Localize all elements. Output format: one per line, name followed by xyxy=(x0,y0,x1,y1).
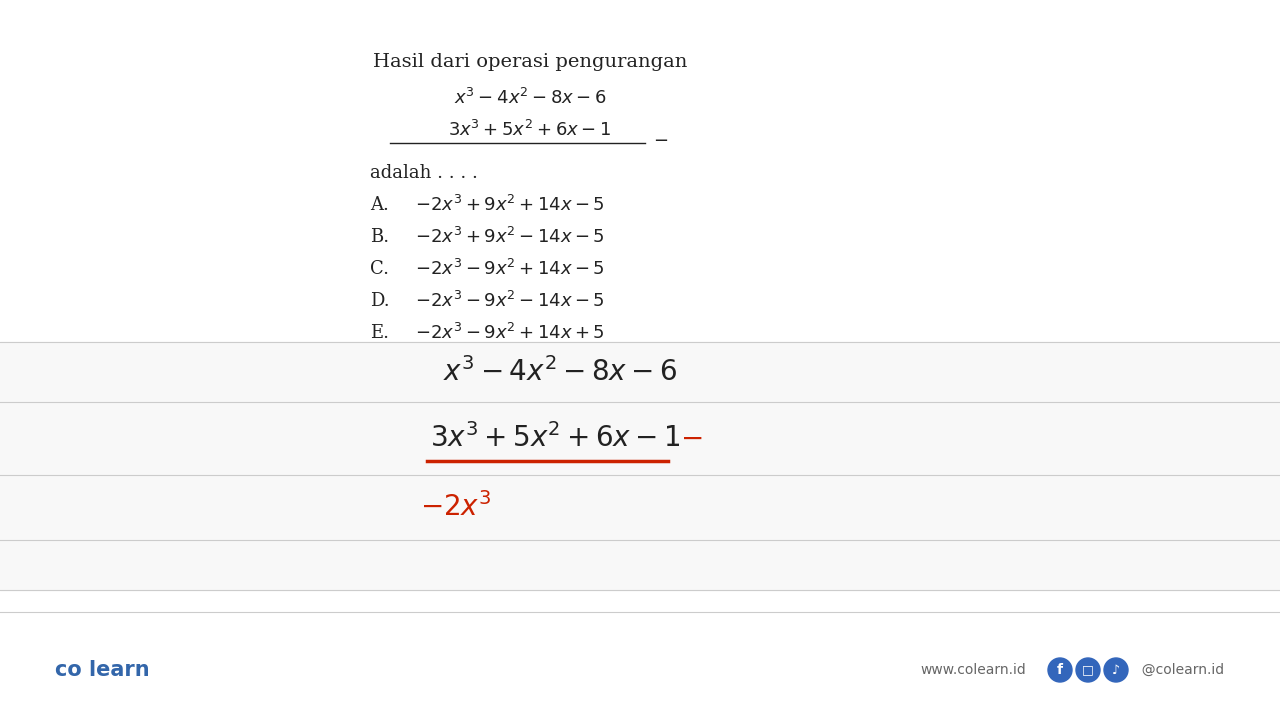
Text: co learn: co learn xyxy=(55,660,150,680)
Circle shape xyxy=(1048,658,1073,682)
Text: $3x^3+5x^2+6x-1$: $3x^3+5x^2+6x-1$ xyxy=(430,423,681,454)
Text: $x^3 -4x^2 -8x -6$: $x^3 -4x^2 -8x -6$ xyxy=(443,357,677,387)
Text: A.: A. xyxy=(370,196,389,214)
Text: C.: C. xyxy=(370,260,389,278)
Text: ♪: ♪ xyxy=(1112,664,1120,677)
Text: $x^3 - 4x^2 - 8x - 6$: $x^3 - 4x^2 - 8x - 6$ xyxy=(453,88,607,108)
Text: $-2x^3 + 9x^2 + 14x - 5$: $-2x^3 + 9x^2 + 14x - 5$ xyxy=(415,195,604,215)
Text: E.: E. xyxy=(370,324,389,342)
Text: Hasil dari operasi pengurangan: Hasil dari operasi pengurangan xyxy=(372,53,687,71)
Text: @colearn.id: @colearn.id xyxy=(1133,663,1224,677)
Text: B.: B. xyxy=(370,228,389,246)
Circle shape xyxy=(1076,658,1100,682)
Text: f: f xyxy=(1057,663,1062,677)
Text: $-2x^3 - 9x^2 - 14x - 5$: $-2x^3 - 9x^2 - 14x - 5$ xyxy=(415,291,604,311)
Text: $3x^3 + 5x^2 + 6x - 1$: $3x^3 + 5x^2 + 6x - 1$ xyxy=(448,120,612,140)
Text: $-$: $-$ xyxy=(653,130,668,148)
Text: $-2x^3$: $-2x^3$ xyxy=(420,492,492,523)
Text: $-2x^3 - 9x^2 + 14x - 5$: $-2x^3 - 9x^2 + 14x - 5$ xyxy=(415,259,604,279)
Circle shape xyxy=(1103,658,1128,682)
Text: $-2x^3 + 9x^2 - 14x - 5$: $-2x^3 + 9x^2 - 14x - 5$ xyxy=(415,227,604,247)
Text: □: □ xyxy=(1082,664,1094,677)
Text: $-2x^3 - 9x^2 + 14x + 5$: $-2x^3 - 9x^2 + 14x + 5$ xyxy=(415,323,604,343)
Text: adalah . . . .: adalah . . . . xyxy=(370,164,477,182)
Text: $-$: $-$ xyxy=(680,425,703,452)
Text: www.colearn.id: www.colearn.id xyxy=(920,663,1025,677)
Bar xyxy=(0,342,1280,590)
Text: D.: D. xyxy=(370,292,389,310)
